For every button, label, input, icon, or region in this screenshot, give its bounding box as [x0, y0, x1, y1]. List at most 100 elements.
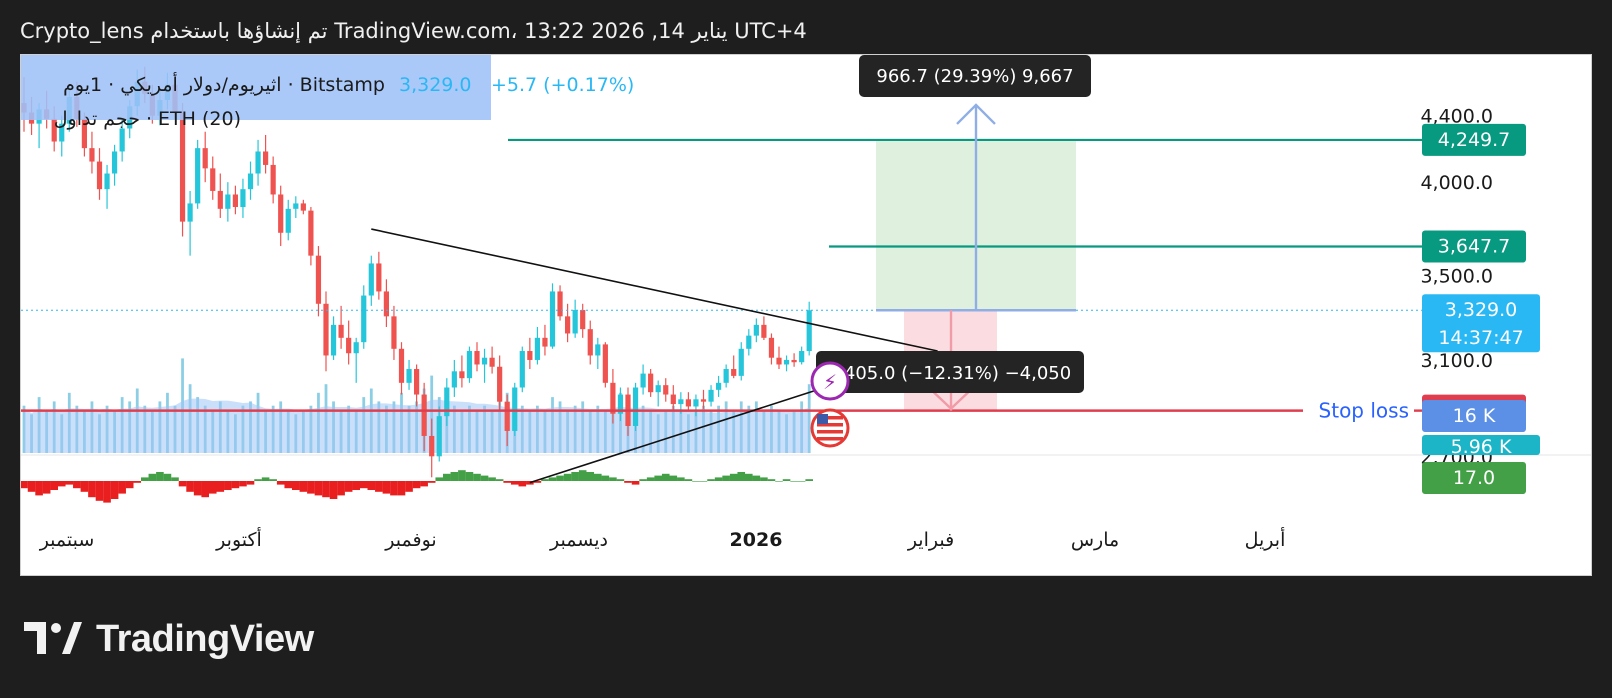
histogram-bar	[533, 481, 542, 483]
histogram-bar	[518, 481, 527, 487]
candle-body	[247, 173, 254, 190]
histogram-bar	[216, 481, 225, 492]
legend: اثيريوم/دولار أمريكي · 1يوم · Bitstamp 3,…	[21, 55, 634, 130]
candle-body	[791, 359, 797, 363]
candle-body	[632, 387, 639, 426]
histogram-bar	[805, 479, 813, 481]
lightning-event-icon	[810, 361, 850, 401]
candle-body	[119, 128, 125, 152]
candle-body	[504, 401, 510, 431]
target-tooltip: 966.7 (29.39%) 9,667	[876, 66, 1073, 87]
candle-body	[640, 373, 646, 388]
tradingview-logo-text: TradingView	[96, 617, 314, 660]
histogram-bar	[790, 481, 798, 482]
histogram-bar	[631, 481, 640, 485]
histogram-bar	[103, 481, 111, 503]
price-chart[interactable]: اثيريوم/دولار أمريكي · 1يوم · Bitstamp 3,…	[21, 55, 1591, 575]
x-tick-label: نوفمبر	[384, 529, 436, 551]
candle-body	[414, 369, 420, 395]
stop-tooltip-bg	[816, 351, 1084, 393]
histogram-bar	[42, 481, 51, 494]
histogram-bar	[118, 481, 126, 494]
histogram-bar	[548, 477, 557, 481]
candle-body	[353, 342, 359, 354]
x-tick-label: 2026	[730, 529, 783, 551]
histogram-bar	[141, 477, 149, 481]
histogram-badge-bg	[1422, 462, 1526, 494]
current-price-badge-sub: 14:37:47	[1438, 327, 1523, 349]
chart-header: Crypto_lens تم إنشاؤها باستخدام TradingV…	[20, 19, 807, 43]
candle-body	[300, 203, 306, 211]
histogram-bar	[760, 477, 768, 481]
histogram-bar	[526, 481, 534, 485]
histogram-bar	[186, 481, 194, 492]
histogram-bar	[677, 477, 685, 481]
histogram-bar	[737, 472, 746, 481]
candle-body	[783, 359, 790, 365]
tradingview-logo[interactable]: TradingView	[24, 614, 314, 664]
candle-body	[670, 394, 676, 405]
histogram-bar	[359, 481, 368, 489]
candle-body	[330, 324, 337, 356]
histogram-bar	[465, 472, 474, 481]
histogram-bar	[488, 477, 496, 481]
candle-body	[444, 387, 450, 417]
candle-body	[648, 373, 654, 393]
histogram-bar	[594, 473, 602, 481]
x-tick-label: مارس	[1071, 529, 1119, 551]
histogram-bar	[458, 470, 466, 481]
stop-loss-label: Stop loss	[1319, 399, 1409, 423]
candle-body	[534, 337, 540, 360]
volume-ma-badge: 5.96 K	[1451, 436, 1512, 458]
histogram-bar	[609, 477, 617, 481]
annotations: 966.7 (29.39%) 9,667 −405.0 (−12.31%) −4,…	[810, 55, 1409, 448]
histogram-bar	[646, 477, 655, 481]
histogram-bar	[322, 481, 330, 498]
histogram-bar	[571, 472, 579, 481]
histogram-bar	[284, 481, 293, 489]
candle-body	[761, 324, 767, 338]
histogram-bar	[193, 481, 202, 496]
histogram-bar	[435, 477, 444, 481]
candle-body	[738, 348, 744, 376]
level-lines	[21, 138, 1426, 484]
histogram-bar	[616, 479, 625, 481]
us-flag-stripe	[817, 416, 843, 420]
target-price-badge: 4,249.7	[1438, 129, 1511, 151]
histogram-bar	[292, 481, 300, 490]
chart-frame[interactable]: اثيريوم/دولار أمريكي · 1يوم · Bitstamp 3,…	[20, 54, 1592, 576]
histogram-bar	[201, 481, 209, 498]
candle-body	[429, 435, 435, 457]
candle-body	[451, 371, 457, 388]
histogram-bar	[224, 481, 232, 490]
x-tick-label: ديسمبر	[549, 529, 608, 551]
candle-body	[217, 190, 223, 209]
level-2-price-badge-bg	[1422, 230, 1526, 263]
histogram-bar	[73, 481, 81, 489]
y-tick-label: 4,400.0	[1420, 106, 1493, 128]
histogram-bar	[231, 481, 240, 489]
candle-body	[723, 369, 729, 383]
candle-body	[610, 382, 616, 414]
candle-body	[753, 324, 759, 336]
candle-body	[580, 310, 586, 330]
lightning-event-glyph: ⚡	[823, 370, 837, 394]
candle-body	[89, 148, 95, 162]
legend-last-price: 3,329.0	[399, 74, 472, 96]
histogram-bar	[375, 481, 383, 492]
target-tooltip-bg	[859, 55, 1091, 97]
candle-body	[693, 399, 699, 407]
candle-body	[232, 194, 238, 208]
histogram-bar	[661, 473, 670, 481]
candle-body	[806, 310, 812, 352]
candle-body	[497, 366, 503, 402]
candle-body	[678, 399, 684, 405]
stop-tooltip: −405.0 (−12.31%) −4,050	[829, 363, 1071, 384]
candle-body	[474, 351, 480, 365]
histogram-bar	[443, 473, 451, 481]
candle-body	[489, 357, 495, 367]
histogram-bar	[307, 481, 315, 494]
histogram-badge: 17.0	[1453, 467, 1495, 489]
tradingview-logo-icon	[24, 622, 82, 654]
candle-body	[481, 357, 488, 365]
